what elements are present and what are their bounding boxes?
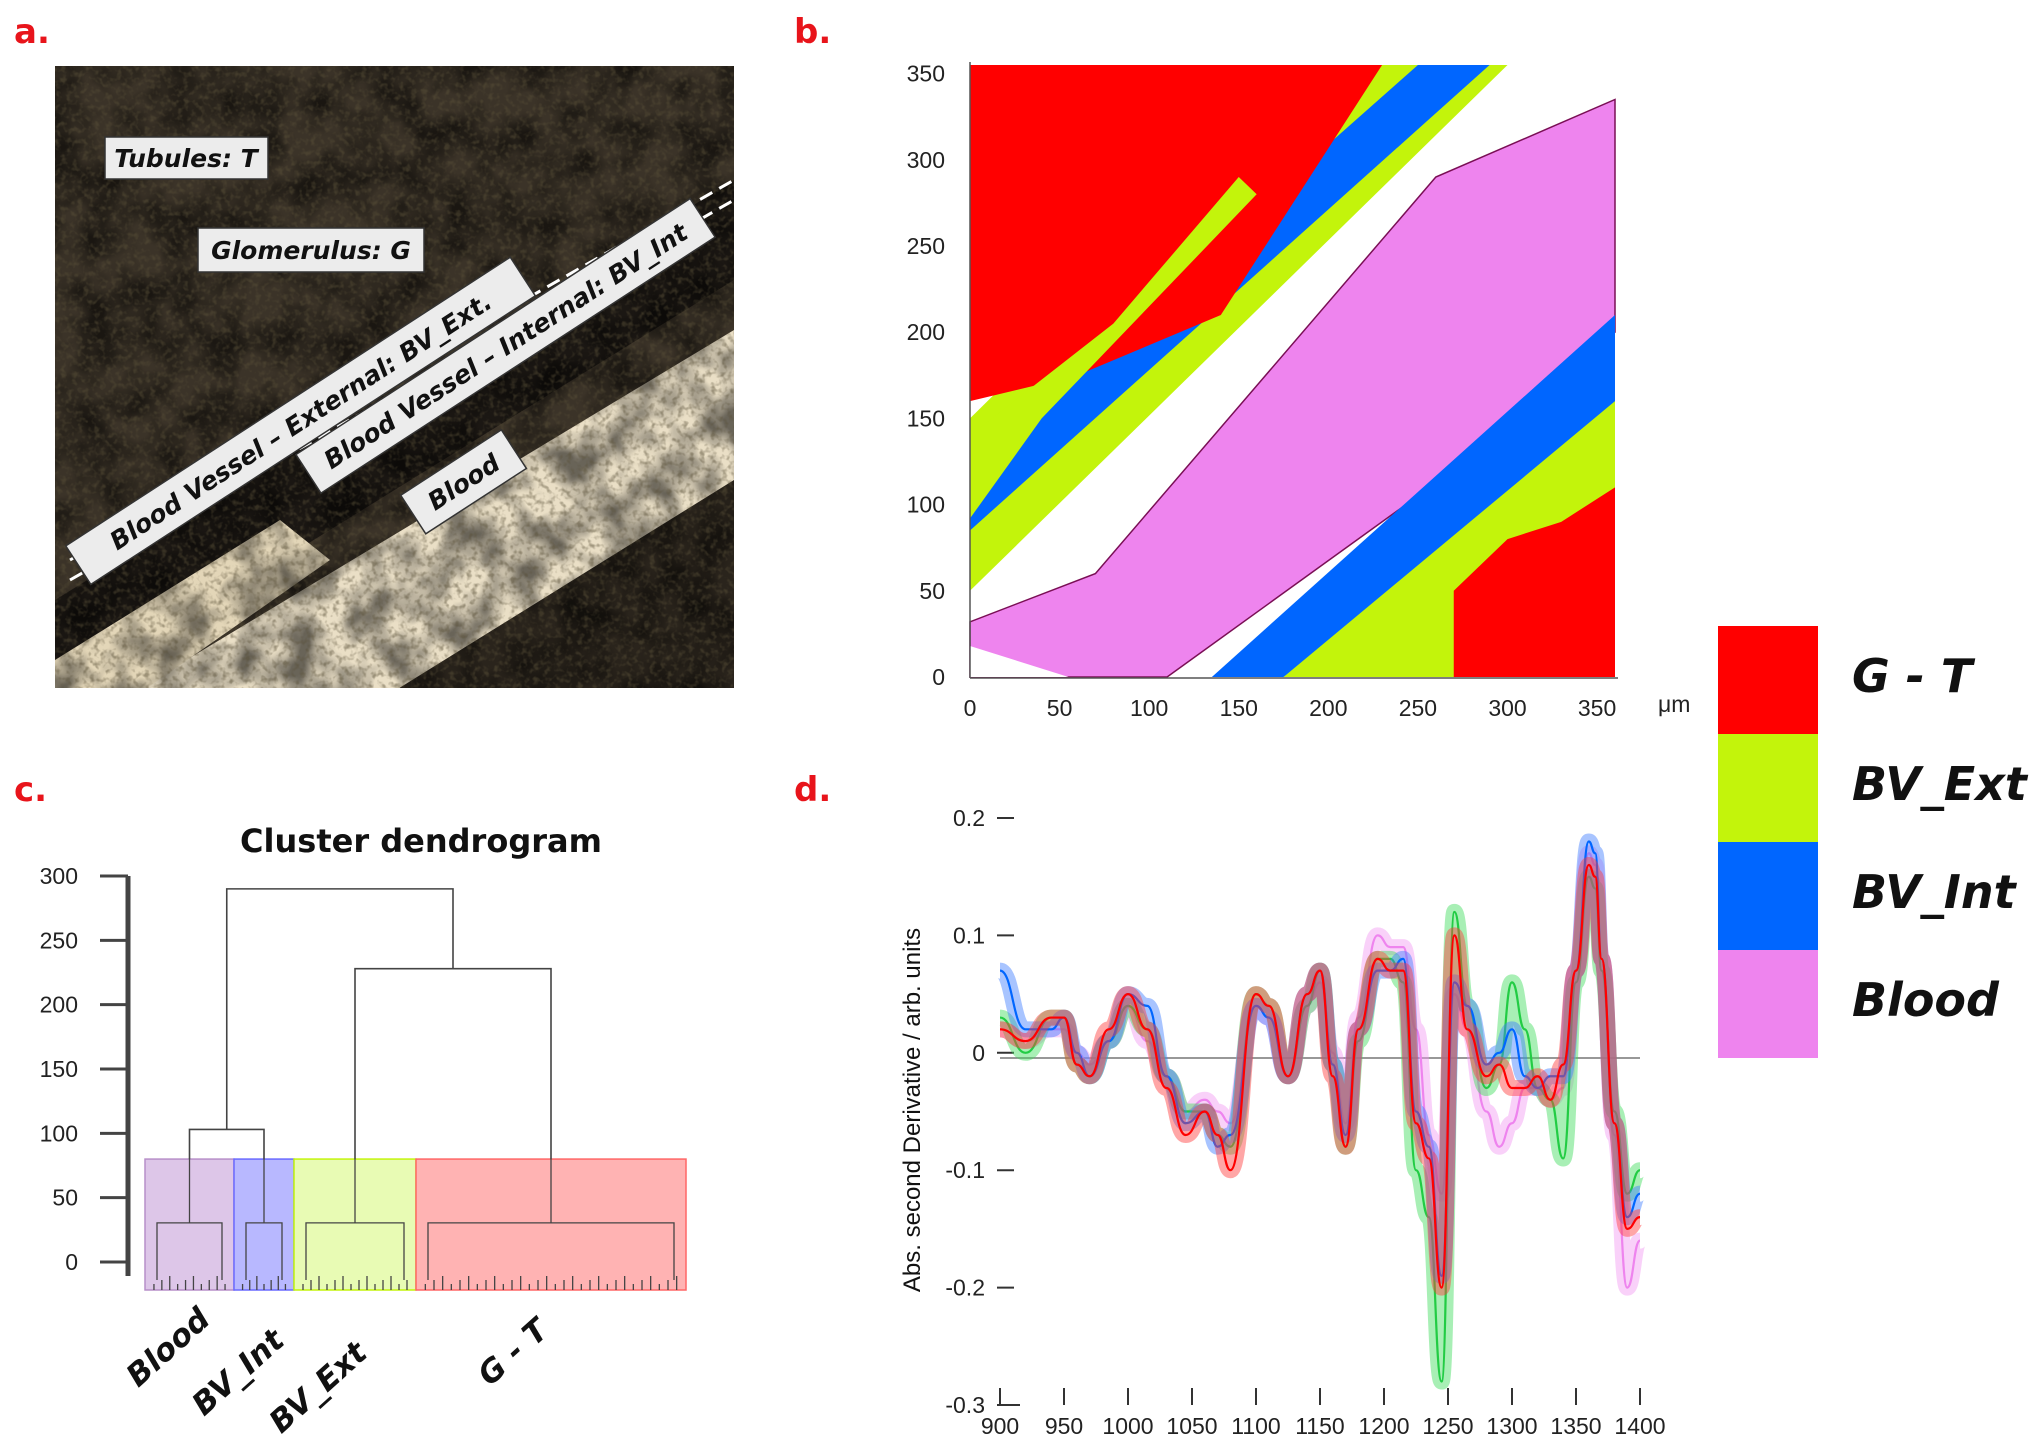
- map-region-gt-upper: [970, 65, 1383, 402]
- dendrogram-cluster-boxes: [144, 1158, 687, 1291]
- dendrogram-y-tick-label: 50: [52, 1185, 78, 1211]
- dendrogram-y-ticks: 0 50 100 150 200 250 300: [40, 863, 128, 1275]
- map-region-bvext-upper: [970, 65, 1508, 591]
- map-region-empty-corner: [970, 645, 1069, 677]
- map-y-tick-label: 200: [907, 319, 945, 345]
- dendrogram-y-tick-label: 200: [40, 992, 78, 1018]
- spectra-y-label: Abs. second Derivative / arb. units: [899, 928, 926, 1292]
- map-region-bvint-lower: [1211, 314, 1615, 677]
- dendrogram: Cluster dendrogram 0 50 100 150 200 250 300 Bl…: [40, 822, 687, 1441]
- spectra-x-tick-label: 1200: [1358, 1413, 1409, 1439]
- map-x-tick-label: 0: [964, 695, 977, 721]
- dendrogram-y-tick-label: 300: [40, 863, 78, 889]
- spectra-y-tick-label: -0.1: [945, 1157, 985, 1183]
- map-y-tick-label: 0: [932, 664, 945, 690]
- panel-label-b: b.: [794, 12, 832, 52]
- legend-label-gt: G - T: [1852, 649, 1976, 703]
- spectra-x-tick-label: 900: [981, 1413, 1019, 1439]
- panel-label-c: c.: [14, 770, 48, 810]
- spectra-x-tick-label: 950: [1045, 1413, 1083, 1439]
- spectra-x-tick-label: 1300: [1486, 1413, 1537, 1439]
- dendrogram-y-tick-label: 150: [40, 1056, 78, 1082]
- map-region-bvext-patch: [970, 177, 1257, 519]
- legend-swatch-gt: [1718, 626, 1818, 734]
- spectra-band: [999, 856, 1643, 1296]
- spectra-x-tick-label: 1100: [1231, 1413, 1280, 1439]
- spectra-y-tick-label: -0.3: [945, 1392, 985, 1418]
- spectra-x-tick-label: 1000: [1102, 1413, 1153, 1439]
- map-region-blood: [969, 98, 1616, 678]
- panel-label-d: d.: [794, 770, 832, 810]
- map-x-tick-label: 300: [1488, 695, 1526, 721]
- spectra-y-tick-label: -0.2: [945, 1275, 985, 1301]
- map-x-tick-label: 350: [1578, 695, 1616, 721]
- spectra-line: [999, 875, 1641, 1383]
- legend-label-bvint: BV_Int: [1852, 865, 2018, 919]
- map-y-ticks: 0 50 100 150 200 250 300 350: [907, 61, 945, 690]
- dendrogram-y-tick-label: 100: [40, 1120, 78, 1146]
- dendrogram-merge-blood-bvint: [188, 1128, 265, 1160]
- map-x-tick-label: 100: [1130, 695, 1168, 721]
- dendrogram-merge-bvext-gt: [354, 967, 552, 1160]
- dendrogram-merge-root: [225, 888, 454, 1130]
- spectra-band: [997, 868, 1645, 1390]
- map-x-tick-label: 200: [1309, 695, 1347, 721]
- spectra-chart: Abs. second Derivative / arb. units 0.20…: [899, 805, 1666, 1439]
- spectra-x-tick-label: 1400: [1614, 1413, 1665, 1439]
- dendrogram-y-tick-label: 0: [65, 1249, 78, 1275]
- legend-swatch-blood: [1718, 950, 1818, 1058]
- dendrogram-subtree: [156, 1222, 223, 1280]
- spectra-y-ticks: 0.2 0.1 0 -0.1 -0.2 -0.3: [945, 805, 1014, 1418]
- legend-swatch-bvint: [1718, 842, 1818, 950]
- dendrogram-leaves: [153, 1159, 678, 1290]
- map-region-bvint-upper: [970, 65, 1490, 531]
- map-y-tick-label: 350: [907, 61, 945, 87]
- legend-label-bvext: BV_Ext: [1852, 757, 2029, 811]
- legend-swatch-bvext: [1718, 734, 1818, 842]
- dendrogram-title: Cluster dendrogram: [240, 822, 602, 860]
- spectra-x-tick-label: 1250: [1422, 1413, 1473, 1439]
- map-x-tick-label: 150: [1220, 695, 1258, 721]
- spectra-y-tick-label: 0.1: [953, 922, 985, 948]
- label-glomerulus-text: Glomerulus: G: [211, 236, 411, 265]
- spectra-x-ticks: 900 950 1000 1050 1100 1150 1200 1250 1300 1350 14…: [981, 1388, 1666, 1439]
- spectra-series: [996, 833, 1648, 1390]
- map-y-tick-label: 50: [919, 578, 945, 604]
- legend: G - T BV_Ext BV_Int Blood: [1718, 626, 2029, 1058]
- map-y-tick-label: 150: [907, 405, 945, 431]
- dendrogram-subtree: [427, 1222, 675, 1280]
- map-x-unit: μm: [1658, 691, 1690, 717]
- map-x-ticks: 0 50 100 150 200 250 300 350: [964, 695, 1617, 721]
- spectra-line: [999, 863, 1641, 1289]
- label-tubules: Tubules: T: [104, 136, 269, 180]
- legend-label-blood: Blood: [1852, 973, 2000, 1027]
- dendrogram-subtree: [305, 1222, 405, 1280]
- map-x-tick-label: 50: [1047, 695, 1073, 721]
- label-glomerulus: Glomerulus: G: [197, 227, 425, 273]
- map-region-gt-lower: [1453, 487, 1615, 677]
- dendrogram-subtree: [245, 1222, 283, 1280]
- map-y-tick-label: 100: [907, 492, 945, 518]
- map-y-tick-label: 300: [907, 147, 945, 173]
- spectra-y-tick-label: 0: [972, 1040, 985, 1066]
- dendrogram-label: G - T: [471, 1310, 557, 1393]
- map-y-tick-label: 250: [907, 233, 945, 259]
- cluster-map-regions: [969, 65, 1616, 678]
- label-tubules-text: Tubules: T: [114, 144, 259, 173]
- dendrogram-merges: [188, 888, 552, 1160]
- spectra-x-tick-label: 1150: [1295, 1413, 1344, 1439]
- panel-label-a: a.: [14, 12, 50, 52]
- dendrogram-y-tick-label: 250: [40, 927, 78, 953]
- spectra-x-tick-label: 1050: [1166, 1413, 1217, 1439]
- spectra-y-tick-label: 0.2: [953, 805, 985, 831]
- map-x-tick-label: 250: [1399, 695, 1437, 721]
- cluster-map: 0 50 100 150 200 250 300 350 0 50 100 150 200 250 300…: [907, 61, 1691, 721]
- spectra-x-tick-label: 1350: [1550, 1413, 1601, 1439]
